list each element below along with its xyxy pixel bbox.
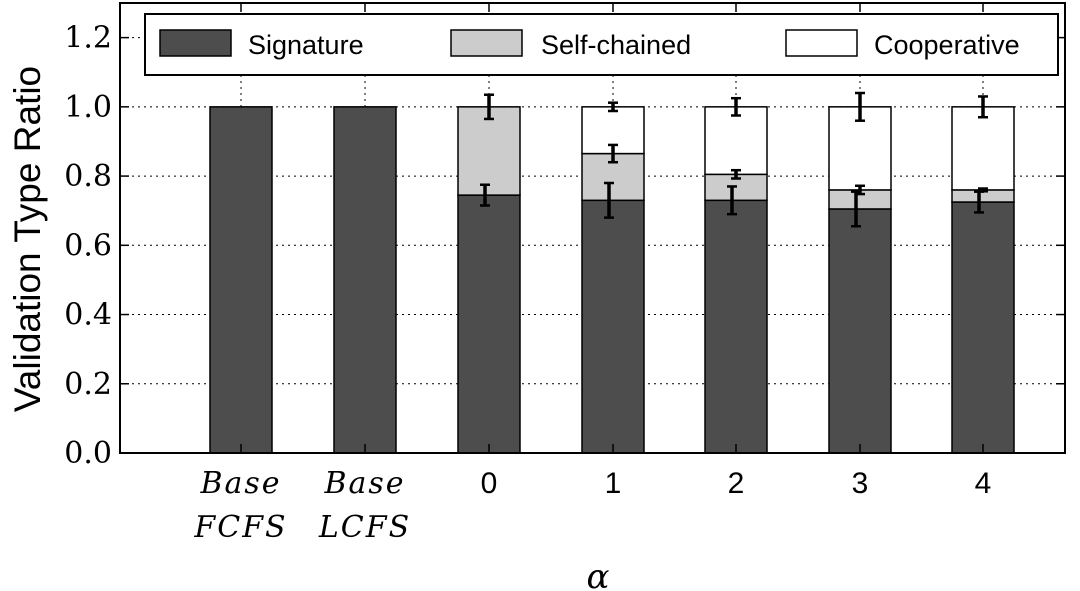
legend-swatch-signature [159,29,232,57]
bar-cooperative-4 [704,106,768,176]
legend: Signature Self-chained Cooperative [144,13,1059,76]
bar-self-chained-2 [457,106,521,196]
y-axis-label: Validation Type Ratio [7,66,48,412]
x-tick-label-0-line1: Base [199,466,281,501]
bar-signature-6 [951,201,1015,454]
y-tick-label-2: 0.4 [64,298,112,333]
y-tick-label-1: 0.2 [64,367,112,402]
x-tick-label-5: 3 [852,467,869,500]
x-tick-label-3: 1 [605,467,622,500]
plot-frame [119,2,1066,454]
legend-label-signature: Signature [248,30,364,60]
legend-swatch-cooperative [785,29,858,57]
bar-cooperative-6 [951,106,1015,191]
x-tick-label-1-line1: Base [323,466,405,501]
legend-label-cooperative: Cooperative [874,30,1020,60]
bar-signature-1 [333,106,397,454]
bar-cooperative-3 [581,106,645,155]
y-tick-label-4: 0.8 [64,159,112,194]
bar-signature-5 [828,208,892,454]
bar-signature-0 [209,106,273,454]
y-tick-label-0: 0.0 [64,436,112,471]
x-tick-label-6: 4 [975,467,992,500]
legend-swatch-self-chained [450,29,523,57]
x-axis-label: α [587,557,610,591]
bar-signature-2 [457,194,521,454]
y-tick-label-3: 0.6 [64,228,112,263]
y-tick-label-5: 1.0 [64,90,112,125]
error-bars-layer [480,91,988,228]
x-tick-label-0-line2: FCFS [193,510,287,545]
x-tick-label-4: 2 [728,467,745,500]
x-tick-label-2: 0 [481,467,498,500]
y-tick-label-6: 1.2 [64,21,112,56]
x-tick-label-1-line2: LCFS [318,510,411,545]
bar-signature-3 [581,199,645,454]
ticks-layer: 0.0 0.2 0.4 0.6 0.8 1.0 1.2 Base FCFS Base LCFS 0 1 2… [64,3,1065,545]
bar-signature-4 [704,199,768,454]
legend-box [144,13,1059,76]
legend-label-self-chained: Self-chained [541,30,691,60]
